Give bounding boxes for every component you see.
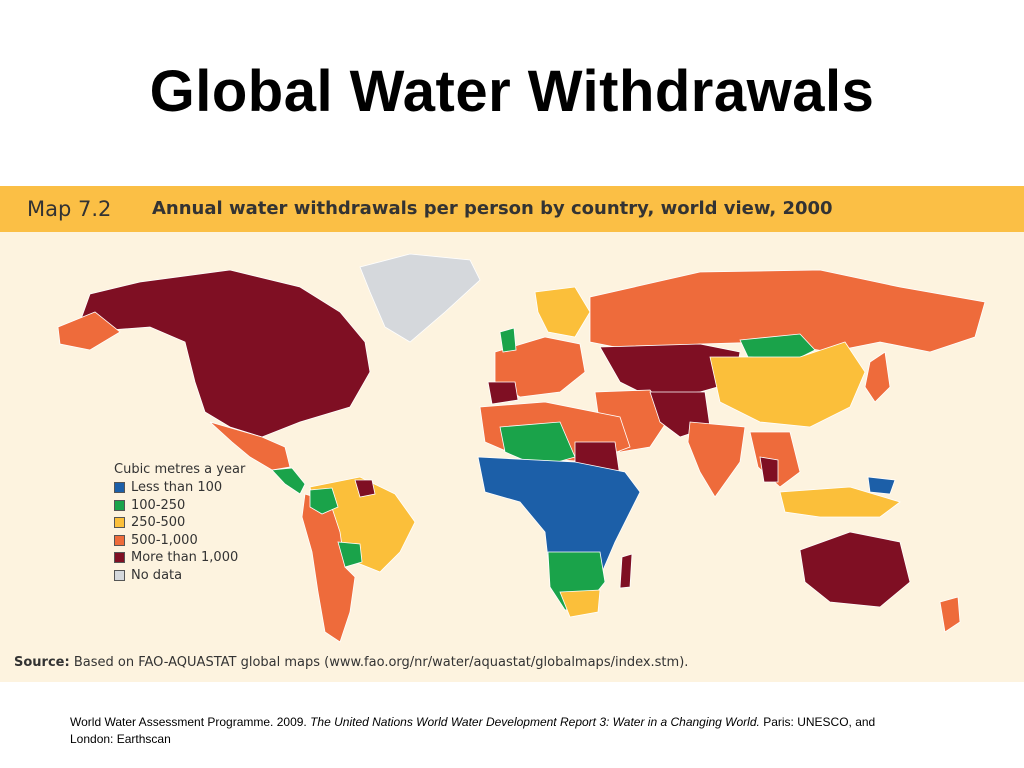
greenland <box>359 253 481 343</box>
mexico <box>209 421 291 471</box>
thailand <box>759 456 779 483</box>
legend-swatch <box>114 499 125 511</box>
papua <box>867 476 896 495</box>
legend-item: No data <box>114 567 245 585</box>
source-label: Source: <box>14 655 70 670</box>
alaska <box>57 311 121 351</box>
legend-swatch <box>114 482 125 494</box>
new-zealand <box>939 596 961 633</box>
legend-item: More than 1,000 <box>114 549 245 567</box>
map-source: Source: Based on FAO-AQUASTAT global map… <box>14 655 688 670</box>
legend-swatch <box>114 534 125 546</box>
japan <box>864 351 891 403</box>
legend-title: Cubic metres a year <box>114 462 246 477</box>
guyana <box>354 479 376 498</box>
legend-item: Less than 100 <box>114 479 245 497</box>
citation-title: The United Nations World Water Developme… <box>310 715 760 729</box>
legend-swatch <box>114 569 125 581</box>
source-text: Based on FAO-AQUASTAT global maps (www.f… <box>73 655 689 670</box>
bolivia <box>337 541 363 568</box>
map-header-bar: Map 7.2 Annual water withdrawals per per… <box>0 186 1024 232</box>
slide-title: Global Water Withdrawals <box>149 59 875 124</box>
legend-label: No data <box>131 567 183 583</box>
world-map <box>57 253 986 643</box>
scandinavia <box>534 286 591 338</box>
india <box>687 421 746 498</box>
map-title: Annual water withdrawals per person by c… <box>152 198 833 219</box>
colombia <box>309 487 339 515</box>
south-africa <box>559 589 601 618</box>
iberia <box>487 381 519 405</box>
legend-swatch <box>114 517 125 529</box>
legend-item: 250-500 <box>114 514 245 532</box>
legend-item: 100-250 <box>114 497 245 515</box>
madagascar <box>619 553 633 589</box>
legend-label: 100-250 <box>131 497 186 513</box>
south-america-west <box>301 493 356 643</box>
map-figure: Map 7.2 Annual water withdrawals per per… <box>0 186 1024 682</box>
map-number: Map 7.2 <box>27 197 112 221</box>
australia <box>799 531 911 608</box>
legend-swatch <box>114 552 125 564</box>
china <box>709 341 866 428</box>
citation-part1: World Water Assessment Programme. 2009. <box>70 715 311 729</box>
citation: World Water Assessment Programme. 2009. … <box>70 714 890 748</box>
legend-label: 500-1,000 <box>131 532 198 548</box>
north-america <box>79 269 371 438</box>
indonesia <box>779 486 901 518</box>
citation-part2: Paris: UNESCO, and London: Earthscan <box>70 715 876 746</box>
uk <box>499 327 517 353</box>
legend-item: 500-1,000 <box>114 532 245 550</box>
legend-label: 250-500 <box>131 515 186 531</box>
legend-label: More than 1,000 <box>131 550 239 566</box>
central-america <box>271 467 306 495</box>
legend-label: Less than 100 <box>131 480 223 496</box>
map-legend: Cubic metres a year Less than 100 100-250… <box>114 462 245 584</box>
